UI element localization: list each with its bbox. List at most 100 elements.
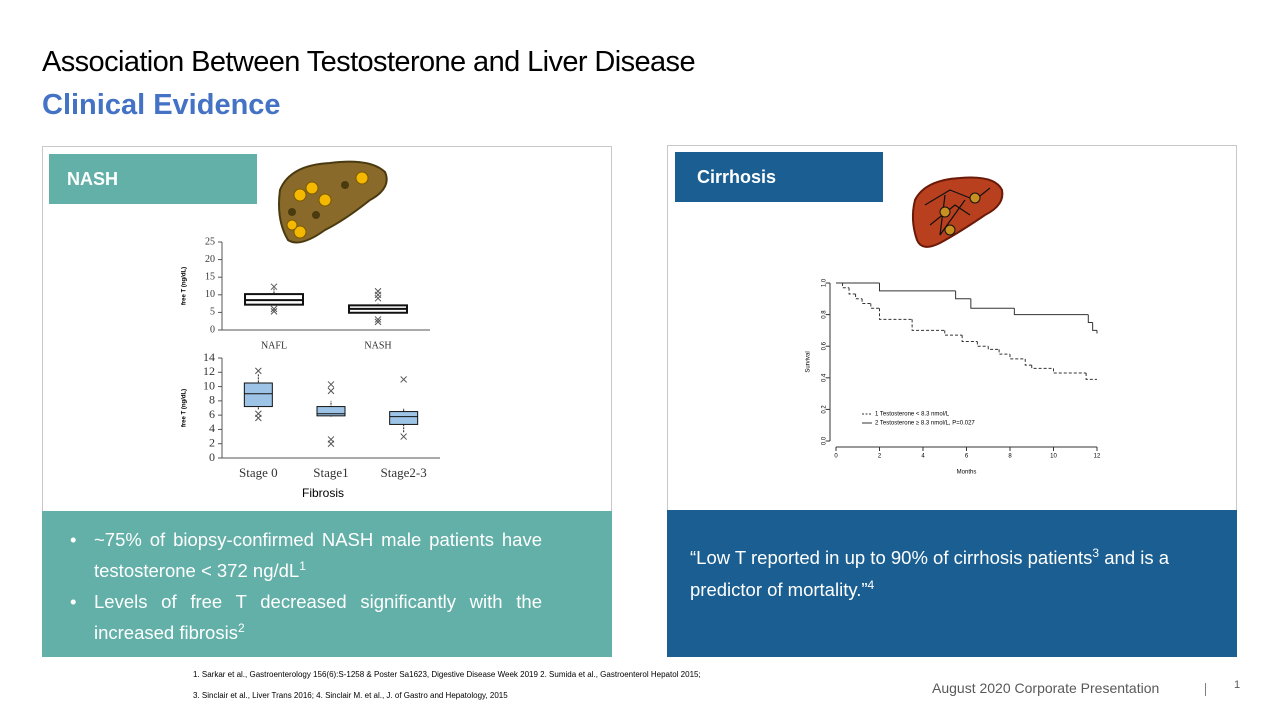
y-tick-label: 0.6 [822, 341, 828, 350]
reference: 3 [1092, 545, 1100, 560]
survival-step [961, 335, 978, 342]
y-tick-label: 0.4 [822, 373, 828, 382]
bullet-text: ~75% of biopsy-confirmed NASH male patie… [94, 529, 542, 581]
x-tick-label: NAFL [261, 340, 287, 351]
survival-step [861, 298, 871, 305]
y-tick-label: 0.2 [822, 405, 828, 414]
outlier [327, 440, 335, 448]
y-tick-label: 0.0 [822, 436, 828, 445]
quote-text: “Low T reported in up to 90% of cirrhosi… [690, 547, 1093, 568]
survival-step [970, 298, 1015, 309]
y-tick-label: 12 [203, 364, 215, 378]
liver-icon [911, 176, 1004, 248]
y-tick-label: 25 [205, 236, 215, 247]
y-axis-label: Survival [806, 351, 812, 372]
slide-subtitle: Clinical Evidence [42, 89, 281, 121]
survival-step [1031, 365, 1054, 369]
survival-step [1085, 373, 1097, 380]
survival-step [955, 290, 971, 300]
bullet: Levels of free T decreased significantly… [70, 586, 542, 648]
y-tick-label: 4 [209, 421, 215, 435]
cirrhosis-tab: Cirrhosis [675, 152, 883, 202]
y-tick-label: 0 [209, 450, 215, 464]
survival-step [879, 283, 956, 292]
legend-label: 2 Testosterone ≥ 8.3 nmol/L, P=0.027 [875, 421, 975, 427]
survival-step [944, 330, 963, 336]
reference: 4 [867, 577, 875, 592]
x-tick-label: 12 [1094, 454, 1101, 460]
y-tick-label: 6 [209, 407, 215, 421]
survival-step [842, 283, 850, 289]
y-tick-label: 1.0 [822, 278, 828, 287]
quote-text: and is a predictor of mortality.” [690, 547, 1170, 600]
x-tick-label: 8 [1008, 454, 1012, 460]
survival-step [870, 303, 880, 309]
y-tick-label: 0.8 [822, 310, 828, 319]
outlier [270, 305, 278, 313]
page-number: 1 [1234, 679, 1241, 691]
survival-step [1092, 322, 1097, 331]
bullet: ~75% of biopsy-confirmed NASH male patie… [70, 524, 542, 586]
reference: 1 [299, 558, 306, 573]
y-tick-label: 5 [210, 307, 215, 318]
bullet-text: Levels of free T decreased significantly… [94, 591, 542, 643]
survival-step [1024, 358, 1032, 366]
y-tick-label: 15 [205, 271, 215, 282]
y-tick-label: 2 [209, 435, 215, 449]
survival-step [1013, 308, 1089, 316]
survival-step [987, 346, 1000, 350]
survival-step [976, 341, 989, 347]
footnote: 3. Sinclair et al., Liver Trans 2016; 4.… [193, 691, 508, 700]
box [243, 382, 273, 408]
outlier [254, 367, 262, 375]
x-axis-label: Fibrosis [302, 486, 344, 500]
outlier [327, 381, 335, 388]
reference: 2 [237, 620, 245, 635]
y-tick-label: 10 [203, 378, 215, 392]
x-tick-label: 0 [834, 454, 838, 460]
survival-step [1009, 354, 1026, 360]
y-tick-label: 14 [203, 350, 215, 364]
nash-bullets: ~75% of biopsy-confirmed NASH male patie… [70, 524, 542, 648]
survival-step [998, 349, 1010, 355]
slide-title: Association Between Testosterone and Liv… [42, 46, 696, 78]
y-tick-label: 0 [210, 324, 215, 335]
cirrhosis-quote: “Low T reported in up to 90% of cirrhosi… [690, 542, 1220, 606]
x-tick-label: 2 [878, 454, 882, 460]
x-tick-label: 10 [1050, 454, 1057, 460]
survival-step [911, 319, 945, 331]
survival-step [1053, 368, 1087, 374]
survival-step [879, 308, 913, 320]
outlier [374, 318, 382, 326]
y-tick-label: 8 [209, 393, 215, 407]
outlier [374, 294, 382, 302]
y-axis-label: free T (ng/dL) [182, 389, 188, 427]
footnote: 1. Sarkar et al., Gastroenterology 156(6… [193, 670, 701, 679]
outlier [327, 387, 335, 395]
y-tick-label: 10 [205, 289, 215, 300]
x-axis-label: Months [957, 470, 977, 476]
x-tick-label: NASH [364, 340, 391, 351]
nash-tab: NASH [49, 154, 257, 204]
survival-step [848, 287, 856, 295]
box [316, 406, 346, 417]
outlier [400, 376, 408, 383]
outlier [400, 433, 408, 440]
survival-step [855, 294, 863, 300]
liver-icon [278, 160, 388, 244]
y-tick-label: 20 [205, 254, 215, 265]
y-axis-label: free T (ng/dL) [182, 267, 188, 305]
x-tick-label: 4 [921, 454, 925, 460]
outlier [374, 316, 382, 323]
legend-label: 1 Testosterone < 8.3 nmol/L [875, 412, 950, 418]
x-tick-label: Stage 0 [239, 465, 278, 480]
separator [1205, 683, 1206, 696]
cirrhosis-summary [667, 510, 1237, 657]
outlier [270, 307, 278, 315]
survival-step [1087, 314, 1093, 323]
outlier [254, 414, 262, 422]
x-tick-label: Stage2-3 [381, 465, 427, 480]
outlier [270, 283, 278, 291]
